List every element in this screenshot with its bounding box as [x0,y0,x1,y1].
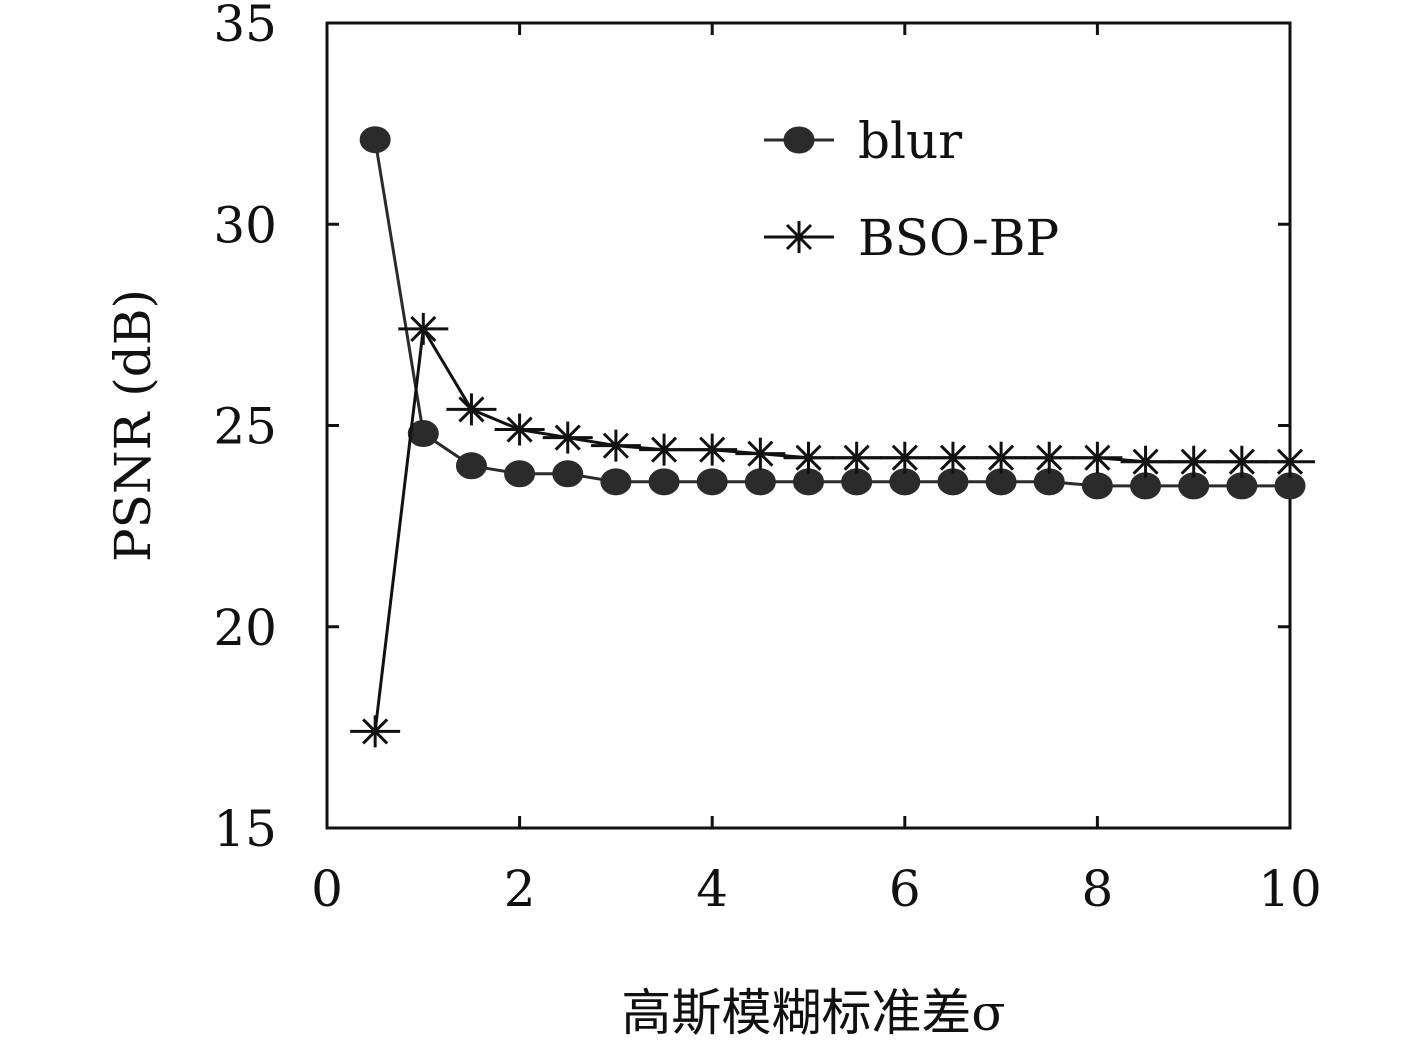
data-point [590,429,641,462]
legend-label: BSO-BP [858,209,1059,267]
data-point [1216,445,1267,478]
x-tick-label: 8 [1081,860,1113,918]
series-layer [350,126,1315,748]
y-tick-label: 20 [213,599,277,657]
data-point [976,441,1027,474]
ticks: 0 2 4 6 8 10 15 20 25 30 35 [213,0,1321,918]
data-point [744,468,776,496]
data-point [783,441,834,474]
data-point [455,452,487,480]
data-point [831,441,882,474]
data-point [1081,472,1113,500]
y-tick-label: 25 [213,398,277,456]
legend-item: BSO-BP [764,209,1059,267]
x-tick-label: 6 [889,860,921,918]
x-tick-label: 10 [1258,860,1322,918]
series-line [373,139,1290,488]
data-point [735,437,786,470]
data-point [687,433,738,466]
legend: blur BSO-BP [764,112,1059,267]
data-point [696,468,728,496]
data-point [1120,445,1171,478]
data-point [927,441,978,474]
data-point [398,312,449,345]
data-point [494,413,545,446]
y-tick-label: 15 [213,800,277,858]
series-blur [359,126,1306,500]
data-point [600,468,632,496]
legend-marker [783,126,815,154]
data-point [1024,441,1075,474]
series-bso-bp [350,312,1315,748]
x-tick-label: 0 [311,860,343,918]
data-point [1072,441,1123,474]
x-axis-title: 高斯模糊标准差σ [621,984,1005,1042]
data-point [407,420,439,448]
legend-marker [774,221,824,253]
series-line [373,324,1290,732]
data-point [359,126,391,154]
data-point [879,441,930,474]
data-point [552,460,584,488]
data-point [639,433,690,466]
y-tick-label: 30 [213,196,277,254]
data-point [350,715,401,748]
data-point [542,421,593,454]
x-tick-label: 2 [504,860,536,918]
legend-item: blur [764,112,962,170]
legend-label: blur [858,112,962,170]
y-tick-label: 35 [213,0,277,53]
y-axis-title: PSNR (dB) [104,289,162,562]
x-tick-label: 4 [696,860,728,918]
data-point [648,468,680,496]
data-point [504,460,536,488]
data-point [1265,445,1315,478]
data-point [446,393,497,426]
data-point [1168,445,1219,478]
